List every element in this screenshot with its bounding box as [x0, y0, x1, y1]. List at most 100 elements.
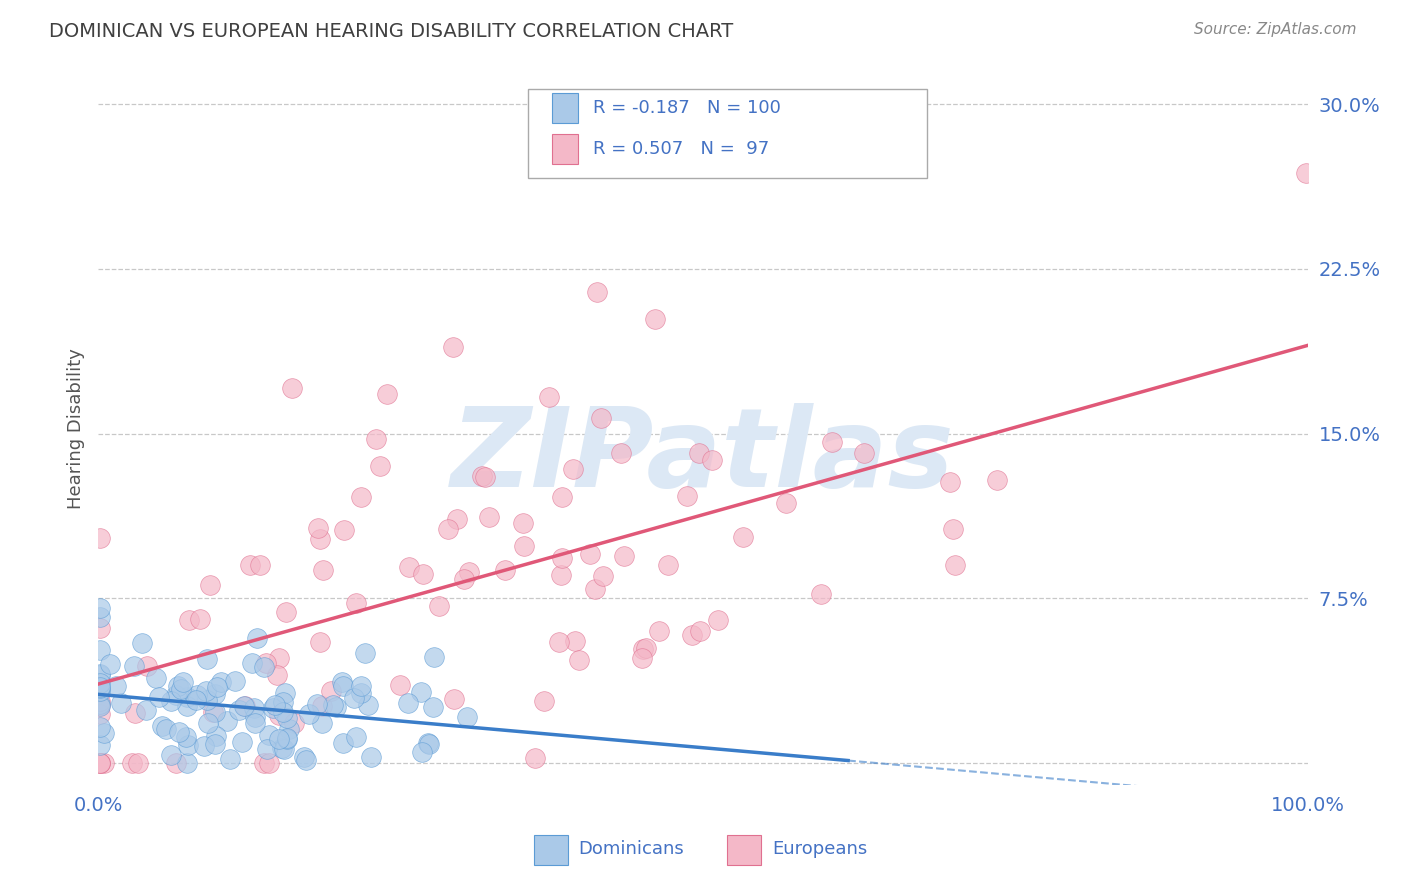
Point — [523, 751, 546, 765]
Point — [121, 756, 143, 770]
Point — [564, 633, 586, 648]
Point — [204, 737, 226, 751]
Point — [110, 696, 132, 710]
Point — [707, 613, 730, 627]
Point — [205, 680, 228, 694]
Point — [89, 621, 111, 635]
Point — [122, 658, 145, 673]
Point — [471, 468, 494, 483]
Point — [166, 679, 188, 693]
Point — [264, 698, 287, 712]
Point — [446, 512, 468, 526]
Point — [276, 731, 298, 745]
Point — [89, 609, 111, 624]
Point — [311, 716, 333, 731]
Point — [416, 736, 439, 750]
Point — [89, 756, 111, 770]
Point — [533, 693, 555, 707]
Point — [412, 566, 434, 581]
Point — [276, 711, 298, 725]
Point — [986, 473, 1008, 487]
FancyBboxPatch shape — [727, 835, 761, 865]
Text: Source: ZipAtlas.com: Source: ZipAtlas.com — [1194, 22, 1357, 37]
Point — [636, 640, 658, 655]
Point — [344, 596, 367, 610]
Point — [256, 742, 278, 756]
Point — [644, 312, 666, 326]
Point — [409, 684, 432, 698]
Point — [325, 700, 347, 714]
Point — [89, 738, 111, 752]
Point — [239, 558, 262, 573]
Point — [396, 696, 419, 710]
Point — [592, 568, 614, 582]
Point — [568, 653, 591, 667]
Point — [89, 600, 111, 615]
Point — [583, 582, 606, 596]
Point — [441, 340, 464, 354]
Point — [245, 716, 267, 731]
Point — [89, 720, 111, 734]
Point — [474, 470, 496, 484]
Point — [231, 735, 253, 749]
Point — [942, 522, 965, 536]
Point — [333, 523, 356, 537]
Text: Dominicans: Dominicans — [578, 840, 685, 858]
Point — [135, 659, 157, 673]
Point — [561, 461, 583, 475]
Point — [311, 699, 333, 714]
Point — [775, 496, 797, 510]
Point — [204, 705, 226, 719]
Point — [550, 567, 572, 582]
Point — [389, 678, 412, 692]
Point — [89, 676, 111, 690]
Point — [204, 687, 226, 701]
Point — [170, 682, 193, 697]
Point — [330, 675, 353, 690]
Point — [124, 706, 146, 720]
Point — [98, 657, 121, 671]
Point — [89, 668, 111, 682]
Point — [165, 688, 187, 702]
Point — [332, 680, 354, 694]
Point — [228, 703, 250, 717]
Point — [360, 750, 382, 764]
Point — [810, 587, 832, 601]
Point — [681, 628, 703, 642]
Point — [186, 688, 208, 702]
Point — [429, 599, 451, 613]
Point — [283, 715, 305, 730]
Point — [443, 691, 465, 706]
Text: Europeans: Europeans — [772, 840, 868, 858]
Point — [550, 550, 572, 565]
Point — [579, 547, 602, 561]
Point — [198, 578, 221, 592]
Point — [364, 432, 387, 446]
Point — [274, 686, 297, 700]
Point — [273, 741, 295, 756]
Point — [89, 531, 111, 545]
Point — [176, 690, 198, 704]
Text: ZIPatlas: ZIPatlas — [451, 403, 955, 510]
Y-axis label: Hearing Disability: Hearing Disability — [66, 348, 84, 508]
Point — [205, 729, 228, 743]
Point — [657, 558, 679, 573]
Point — [195, 684, 218, 698]
Point — [243, 710, 266, 724]
Point — [733, 530, 755, 544]
Point — [177, 739, 200, 753]
Point — [945, 558, 967, 572]
Point — [550, 490, 572, 504]
Point — [411, 745, 433, 759]
Point — [224, 674, 246, 689]
Point — [418, 737, 440, 751]
Point — [457, 566, 479, 580]
Point — [821, 434, 844, 449]
Point — [150, 719, 173, 733]
Point — [179, 613, 201, 627]
Point — [159, 747, 181, 762]
Point — [89, 680, 111, 694]
Point — [270, 740, 292, 755]
Point — [89, 698, 111, 712]
Point — [131, 635, 153, 649]
